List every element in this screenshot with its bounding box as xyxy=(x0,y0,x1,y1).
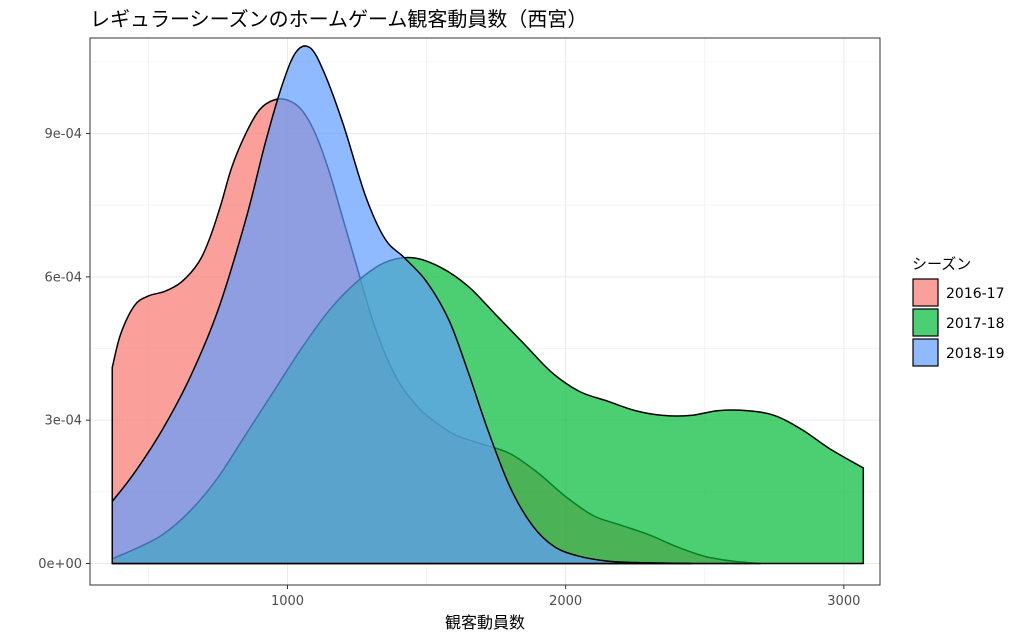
legend-title: シーズン xyxy=(912,255,971,273)
legend-label-2017-18: 2017-18 xyxy=(946,316,1005,332)
chart-title: レギュラーシーズンのホームゲーム観客動員数（西宮） xyxy=(90,7,587,31)
legend: シーズン 2016-17 2017-18 2018-19 xyxy=(912,255,1005,367)
x-tick-label: 2000 xyxy=(549,594,582,609)
axis-ticks: 1000 2000 3000 0e+00 3e-04 6e-04 9e-04 xyxy=(38,127,860,609)
legend-label-2018-19: 2018-19 xyxy=(946,346,1005,362)
x-axis-title: 観客動員数 xyxy=(445,613,525,632)
plot-border xyxy=(89,37,881,586)
legend-label-2016-17: 2016-17 xyxy=(946,286,1005,302)
legend-key-2017-18 xyxy=(912,308,939,337)
y-tick-label: 9e-04 xyxy=(44,127,82,142)
x-tick-label: 1000 xyxy=(271,594,304,609)
y-tick-label: 0e+00 xyxy=(38,557,82,572)
y-tick-label: 6e-04 xyxy=(44,270,82,285)
density-areas xyxy=(111,45,865,565)
y-tick-label: 3e-04 xyxy=(44,414,82,429)
density-area-2018-19 xyxy=(111,45,692,565)
legend-key-2018-19 xyxy=(912,338,939,367)
x-tick-label: 3000 xyxy=(827,594,860,609)
legend-key-2016-17 xyxy=(912,278,939,307)
